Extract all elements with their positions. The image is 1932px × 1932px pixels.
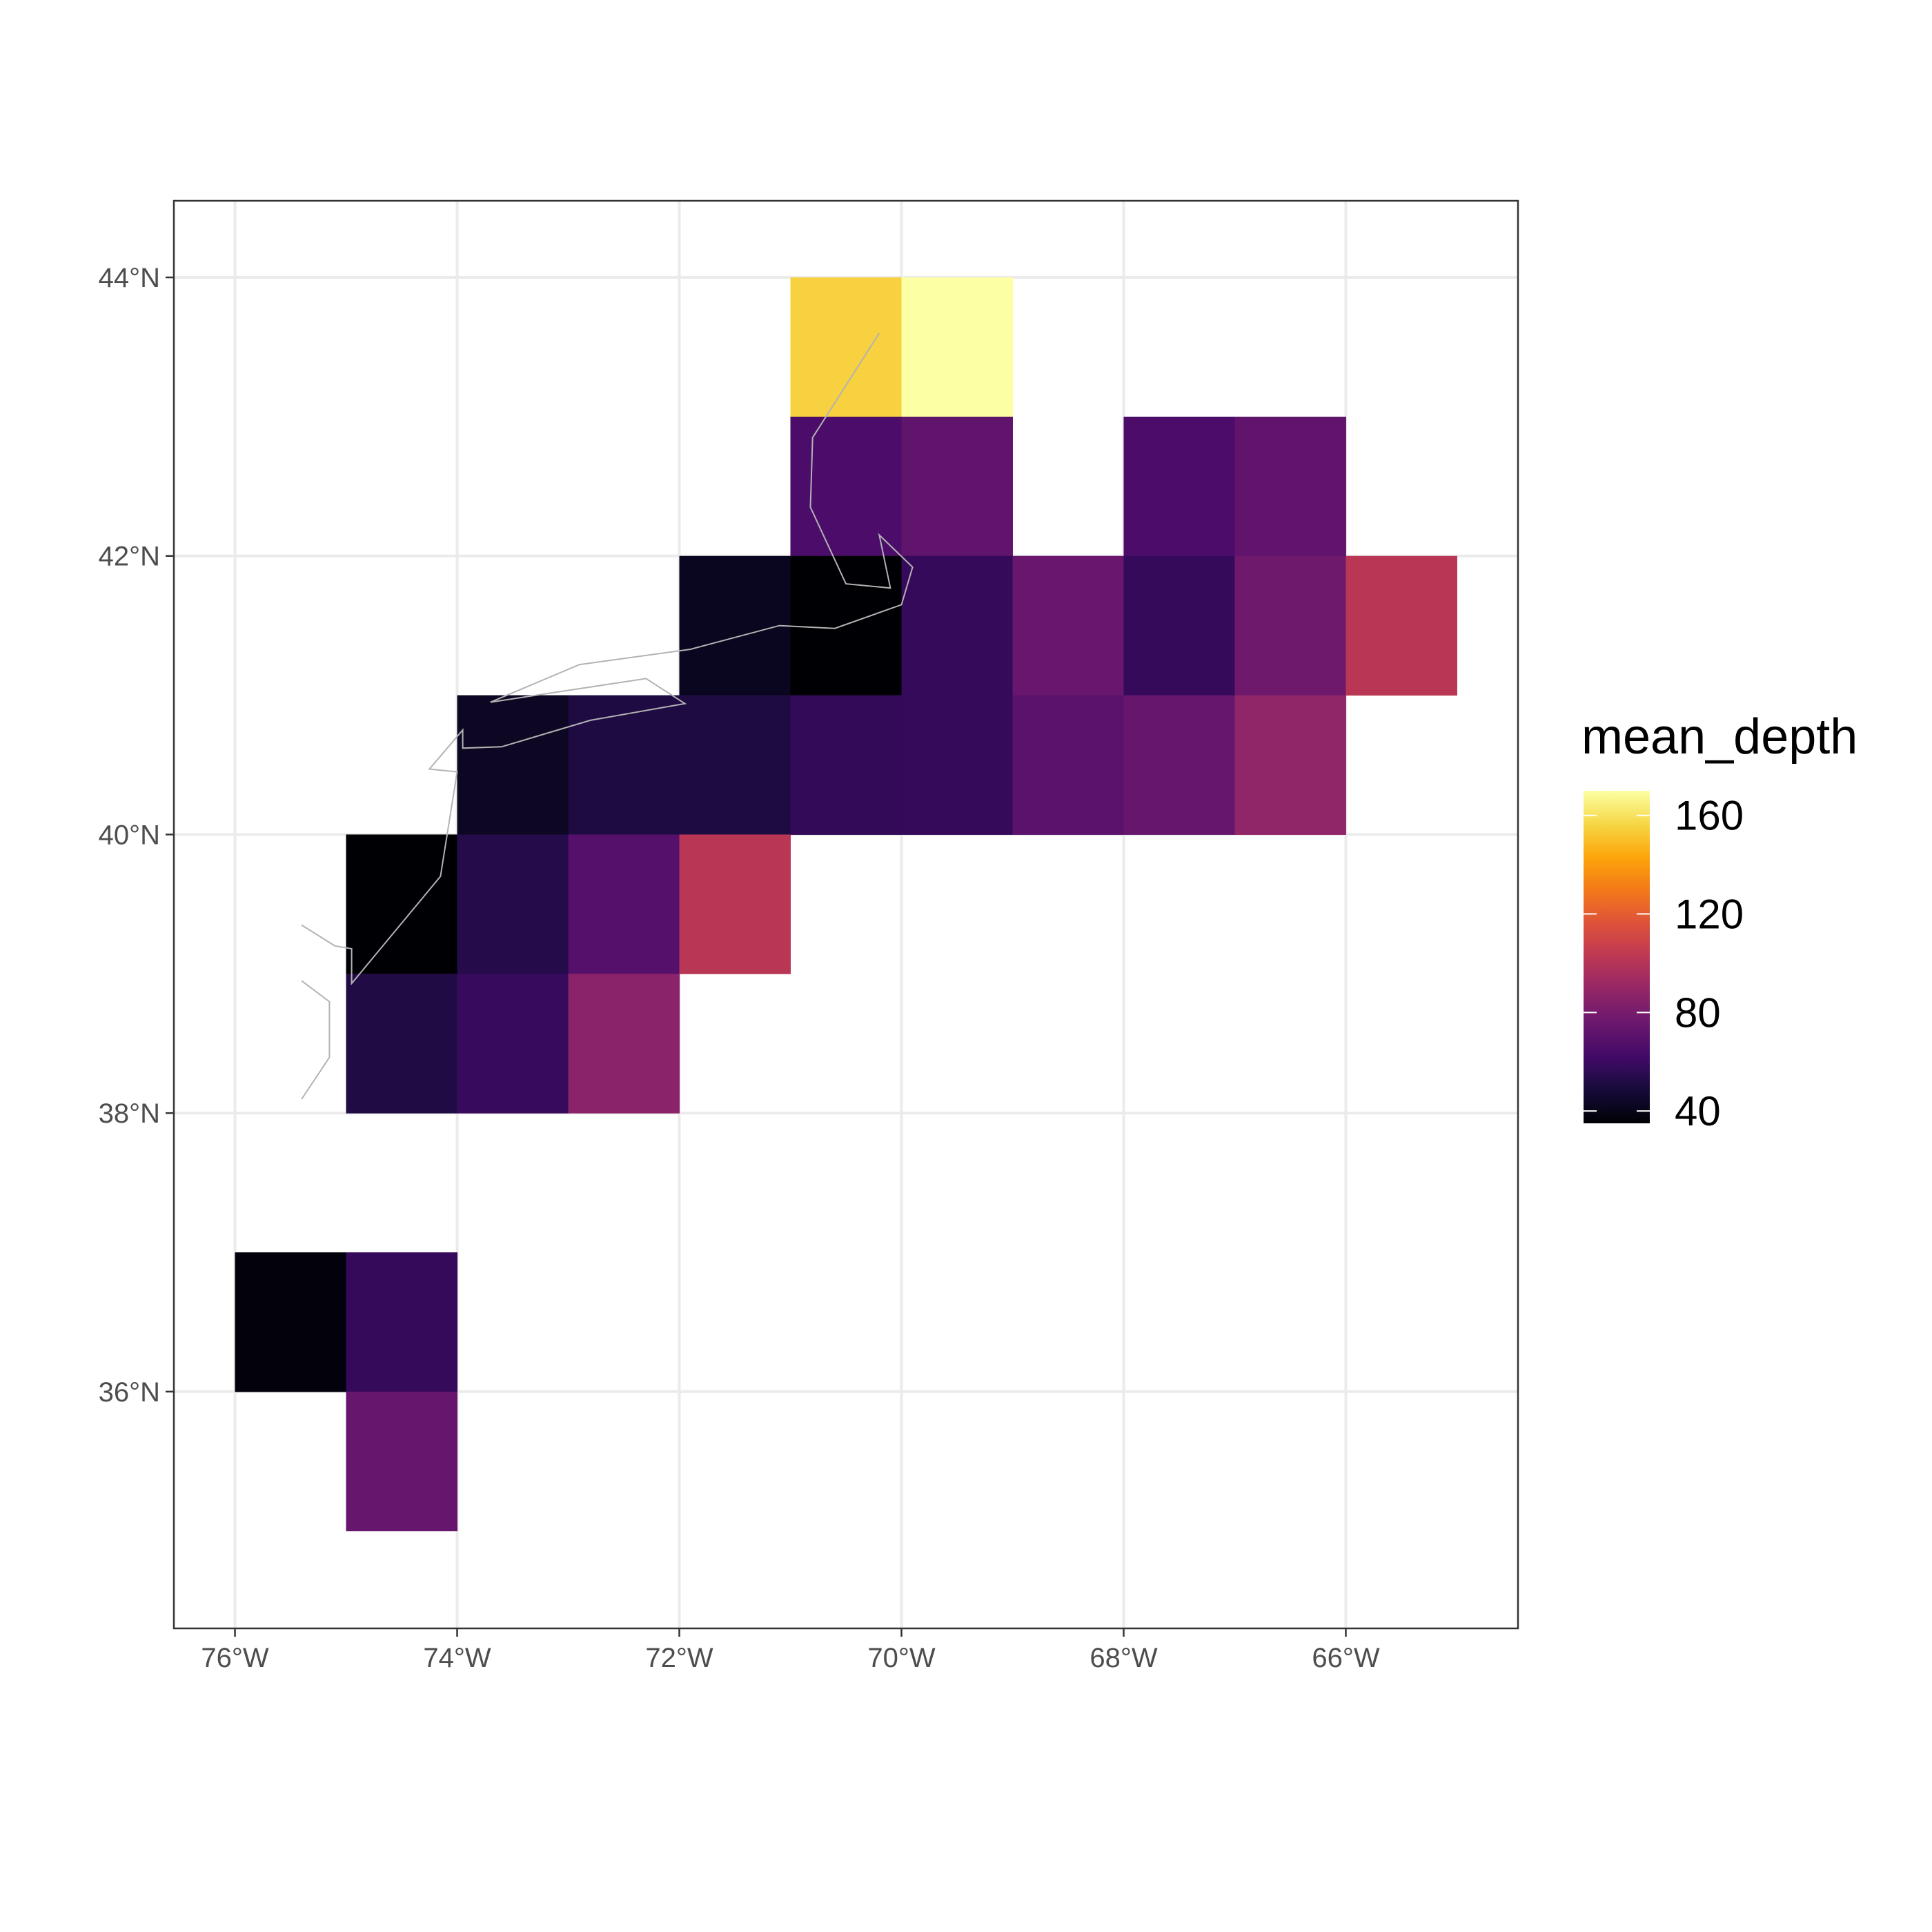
y-axis: 36°N 38°N 40°N 42°N 44°N	[99, 263, 174, 1408]
heatmap-cell	[679, 555, 791, 696]
legend-label: 160	[1675, 793, 1744, 839]
heatmap-cell	[901, 555, 1013, 696]
legend-label: 40	[1675, 1088, 1721, 1134]
heatmap-cell	[235, 1252, 347, 1392]
legend-colorbar	[1584, 791, 1650, 1123]
heatmap-cell	[457, 974, 569, 1114]
heatmap-cell	[1123, 695, 1235, 835]
heatmap-cell	[1346, 555, 1457, 696]
heatmap-cell	[1234, 695, 1346, 835]
heatmap-cell	[568, 834, 680, 974]
y-tick-label: 40°N	[99, 820, 160, 850]
heatmap-cell	[1123, 555, 1235, 696]
x-tick-label: 66°W	[1312, 1643, 1379, 1673]
heatmap-cell	[901, 695, 1013, 835]
heatmap-cell	[901, 416, 1013, 557]
x-tick-label: 74°W	[423, 1643, 491, 1673]
y-tick-label: 36°N	[99, 1377, 160, 1408]
y-tick-label: 42°N	[99, 542, 160, 572]
heatmap-cell	[346, 834, 458, 974]
heatmap-cell	[790, 277, 902, 417]
heatmap-cells	[235, 277, 1457, 1532]
heatmap-cell	[346, 1252, 458, 1392]
heatmap-cell	[679, 834, 791, 974]
legend: mean_depth 160 120 80 40	[1581, 709, 1857, 1134]
heatmap-cell	[1234, 416, 1346, 557]
x-axis: 76°W 74°W 72°W 70°W 68°W 66°W	[201, 1628, 1380, 1673]
heatmap-cell	[346, 1391, 458, 1532]
heatmap-cell	[1123, 416, 1235, 557]
heatmap-cell	[1012, 555, 1124, 696]
x-tick-label: 76°W	[201, 1643, 268, 1673]
coastline	[301, 333, 914, 1100]
heatmap-cell	[901, 277, 1013, 417]
legend-label: 80	[1675, 989, 1721, 1036]
heatmap-cell	[457, 834, 569, 974]
heatmap-cell	[568, 695, 680, 835]
heatmap-cell	[790, 695, 902, 835]
heatmap-cell	[1234, 555, 1346, 696]
y-tick-label: 44°N	[99, 263, 160, 293]
heatmap-cell	[568, 974, 680, 1114]
coastline-path	[301, 333, 914, 986]
y-tick-label: 38°N	[99, 1098, 160, 1129]
heatmap-cell	[679, 695, 791, 835]
legend-label: 120	[1675, 891, 1744, 938]
heatmap-cell	[1012, 695, 1124, 835]
x-tick-label: 72°W	[645, 1643, 713, 1673]
heatmap-cell	[457, 695, 569, 835]
x-tick-label: 68°W	[1090, 1643, 1157, 1673]
x-tick-label: 70°W	[867, 1643, 935, 1673]
panel-border	[172, 199, 1519, 1630]
heatmap-cell	[790, 555, 902, 696]
heatmap-cell	[346, 974, 458, 1114]
legend-title: mean_depth	[1581, 709, 1857, 765]
coastline-path	[301, 980, 331, 1100]
heatmap-cell	[790, 416, 902, 557]
